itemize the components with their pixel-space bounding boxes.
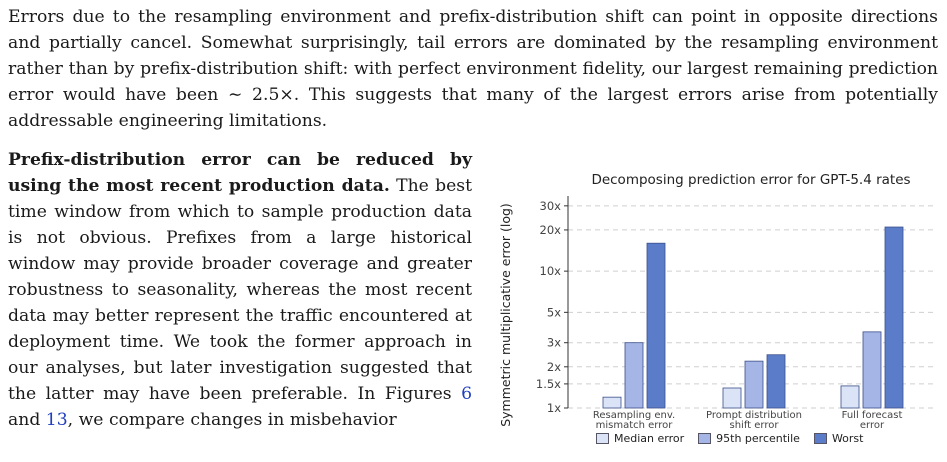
legend-label: 95th percentile <box>716 432 800 445</box>
paragraph-text: and <box>8 410 46 430</box>
legend-swatch <box>596 433 609 444</box>
legend-item: Worst <box>813 432 864 445</box>
y-tick-label: 1.5x <box>536 377 561 391</box>
chart-title: Decomposing prediction error for GPT-5.4… <box>591 172 910 188</box>
x-tick-label: Resampling env. <box>593 410 675 421</box>
bar <box>840 385 860 409</box>
y-tick-label: 3x <box>547 336 561 350</box>
legend-label: Worst <box>831 432 864 445</box>
bar <box>884 226 904 409</box>
bar <box>722 387 742 409</box>
chart-svg: Decomposing prediction error for GPT-5.4… <box>498 172 934 428</box>
body-paragraph-top: Errors due to the resampling environment… <box>8 7 938 131</box>
y-tick-label: 20x <box>540 223 562 237</box>
y-tick-label: 10x <box>540 264 562 278</box>
legend-swatch <box>813 433 827 444</box>
legend-item: Median error <box>596 432 684 445</box>
x-tick-label: error <box>860 420 885 428</box>
x-tick-label: Prompt distribution <box>706 410 802 421</box>
bar <box>766 354 786 409</box>
legend-label: Median error <box>614 432 685 445</box>
legend-swatch <box>698 433 712 444</box>
bar <box>602 396 622 409</box>
chart-legend: Median error 95th percentile Worst <box>596 432 863 445</box>
x-tick-label: Full forecast <box>842 410 903 421</box>
y-axis-label: Symmetric multiplicative error (log) <box>498 203 513 427</box>
y-tick-label: 1x <box>547 401 561 415</box>
paragraph-text: The best time window from which to sampl… <box>8 176 472 404</box>
y-tick-label: 30x <box>540 199 562 213</box>
error-chart: Decomposing prediction error for GPT-5.4… <box>488 166 944 456</box>
legend-item: 95th percentile <box>698 432 800 445</box>
paragraph-text: , we compare changes in misbehavior <box>67 410 397 430</box>
bar <box>646 242 666 409</box>
bar <box>744 360 764 409</box>
paragraph-lead: Prefix-distribution error can be reduced… <box>8 150 472 196</box>
x-tick-label: shift error <box>730 420 780 428</box>
figure-ref-13[interactable]: 13 <box>45 410 68 430</box>
bar <box>624 342 644 409</box>
bar <box>862 331 882 409</box>
figure-ref-6[interactable]: 6 <box>461 384 472 404</box>
y-tick-label: 2x <box>547 360 561 374</box>
x-tick-label: mismatch error <box>596 420 674 428</box>
body-paragraph-left: Prefix-distribution error can be reduced… <box>8 147 472 433</box>
y-tick-label: 5x <box>547 305 561 319</box>
